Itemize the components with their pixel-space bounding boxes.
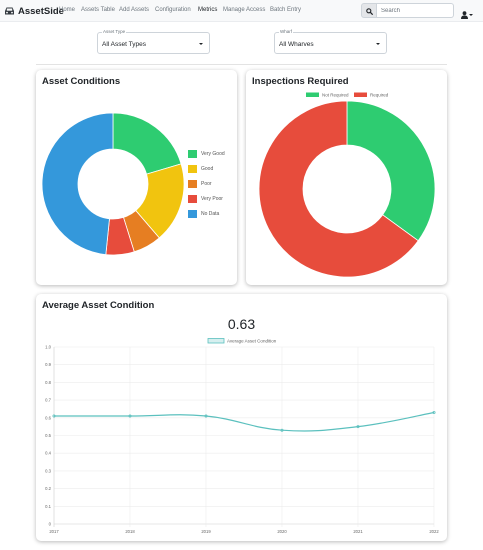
average-condition-value: 0.63 [227, 316, 256, 332]
nav-assets-table[interactable]: Assets Table [81, 7, 115, 13]
asset-condition-slice-very-good[interactable] [112, 112, 182, 175]
y-tick-label: 0.1 [45, 504, 51, 509]
legend-swatch [188, 180, 197, 188]
asset-type-select[interactable]: Asset Type All Asset Types [97, 29, 210, 54]
inspections-required-card: Inspections Required Not Required Require… [246, 70, 447, 285]
legend-label: Good [201, 166, 214, 172]
legend-item-very-poor[interactable]: Very Poor [188, 195, 223, 203]
legend-item-good[interactable]: Good [188, 165, 213, 173]
y-tick-label: 0.4 [45, 451, 51, 456]
search-input[interactable] [377, 3, 454, 18]
legend-label: Not Required [322, 93, 349, 98]
asset-conditions-card: Asset Conditions Very Good Good Poor Very P… [36, 70, 237, 285]
data-point[interactable] [356, 425, 360, 429]
data-point[interactable] [280, 428, 284, 432]
y-tick-label: 0.8 [45, 380, 51, 385]
inspection-slice-not-required[interactable] [346, 100, 436, 242]
x-tick-label: 2019 [201, 529, 211, 534]
nav-batch-entry[interactable]: Batch Entry [270, 7, 302, 13]
nav-add-assets[interactable]: Add Assets [119, 7, 150, 13]
inspections-required-title: Inspections Required [252, 76, 349, 87]
x-tick-label: 2022 [429, 529, 439, 534]
wharf-label: Wharf [279, 29, 294, 34]
legend-item-poor[interactable]: Poor [188, 180, 212, 188]
legend-label: Required [370, 93, 389, 98]
legend-label: Poor [201, 181, 212, 187]
chevron-down-icon [376, 43, 380, 45]
wharf-value: All Wharves [279, 41, 314, 48]
legend-swatch [207, 338, 225, 344]
y-tick-label: 0.3 [45, 468, 51, 473]
search-icon [365, 2, 373, 20]
chevron-down-icon [199, 43, 203, 45]
data-point[interactable] [204, 414, 208, 418]
legend-item-no-data[interactable]: No Data [188, 210, 219, 218]
brand-name: AssetSide [18, 5, 64, 17]
user-menu[interactable] [461, 6, 473, 24]
asset-type-label: Asset Type [102, 29, 127, 34]
y-tick-label: 0.9 [45, 362, 51, 367]
x-tick-label: 2017 [49, 529, 59, 534]
legend-swatch [188, 165, 197, 173]
data-point[interactable] [128, 414, 132, 418]
nav-configuration[interactable]: Configuration [155, 7, 191, 13]
legend-item-required[interactable]: Required [354, 92, 389, 98]
nav-manage-access[interactable]: Manage Access [223, 7, 266, 13]
y-tick-label: 0 [49, 522, 52, 527]
legend-item-average-asset-condition[interactable]: Average Asset Condition [207, 338, 277, 344]
x-tick-label: 2021 [353, 529, 363, 534]
wharf-select[interactable]: Wharf All Wharves [274, 29, 387, 54]
average-condition-chart: Average Asset Condition 0 0.1 0.2 0.3 0.4 0.5 0… [45, 338, 439, 534]
legend-label: Very Poor [201, 196, 223, 202]
brand[interactable]: AssetSide [4, 4, 64, 18]
y-tick-label: 0.6 [45, 415, 51, 420]
y-tick-label: 0.7 [45, 398, 51, 403]
search-button[interactable] [361, 3, 377, 18]
legend-label: Average Asset Condition [227, 339, 277, 344]
data-point[interactable] [52, 414, 56, 418]
legend-swatch [306, 92, 319, 97]
nav-metrics[interactable]: Metrics [198, 7, 218, 13]
x-tick-label: 2018 [125, 529, 135, 534]
legend-swatch [354, 92, 367, 97]
y-tick-label: 0.5 [45, 433, 51, 438]
inspection-slice-required[interactable] [258, 100, 419, 278]
nav-home[interactable]: Home [59, 7, 76, 13]
average-condition-title: Average Asset Condition [42, 300, 155, 311]
brand-logo-icon [4, 6, 15, 16]
series-line [54, 411, 435, 432]
legend-item-not-required[interactable]: Not Required [306, 92, 349, 98]
asset-conditions-title: Asset Conditions [42, 76, 121, 87]
legend-swatch [188, 210, 197, 218]
average-condition-card: Average Asset Condition 0.63 Average Ass… [36, 294, 447, 541]
user-icon [461, 6, 468, 24]
legend-swatch [188, 150, 197, 158]
legend-swatch [188, 195, 197, 203]
data-point[interactable] [432, 410, 436, 414]
legend-item-very-good[interactable]: Very Good [188, 150, 225, 158]
asset-conditions-chart [41, 112, 185, 256]
asset-condition-slice-no-data[interactable] [41, 112, 114, 256]
x-tick-label: 2020 [277, 529, 287, 534]
y-tick-label: 0.2 [45, 486, 51, 491]
y-tick-label: 1.0 [45, 345, 51, 350]
navbar: AssetSide Home Assets Table Add Assets C… [0, 0, 483, 22]
legend-label: No Data [201, 211, 220, 217]
inspections-required-chart: Not Required Required [258, 92, 436, 278]
asset-type-value: All Asset Types [102, 41, 146, 48]
chevron-down-icon [469, 14, 473, 16]
divider [36, 64, 447, 65]
legend-label: Very Good [201, 151, 225, 157]
